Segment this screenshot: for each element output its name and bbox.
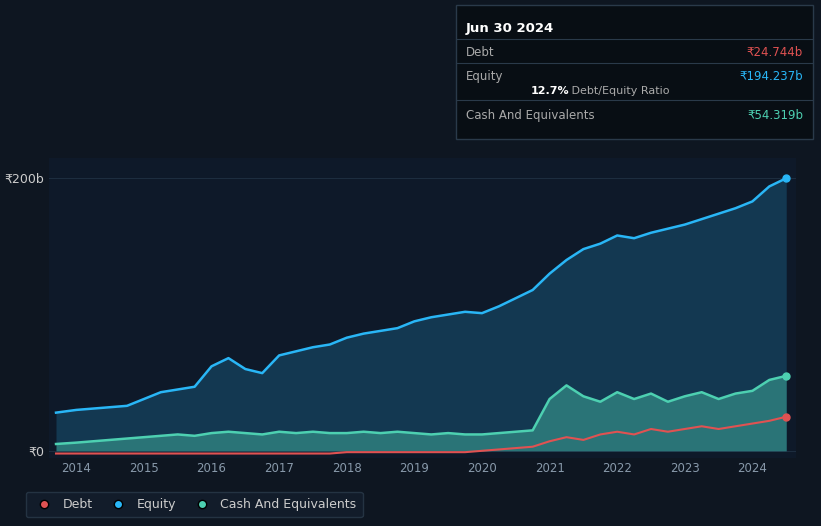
Text: Cash And Equivalents: Cash And Equivalents bbox=[466, 109, 594, 122]
Text: Jun 30 2024: Jun 30 2024 bbox=[466, 23, 553, 35]
Text: 12.7%: 12.7% bbox=[531, 86, 570, 96]
Text: Equity: Equity bbox=[466, 70, 503, 83]
Text: Debt/Equity Ratio: Debt/Equity Ratio bbox=[568, 86, 670, 96]
Legend: Debt, Equity, Cash And Equivalents: Debt, Equity, Cash And Equivalents bbox=[25, 492, 363, 518]
Text: ₹24.744b: ₹24.744b bbox=[746, 46, 803, 59]
Text: ₹194.237b: ₹194.237b bbox=[740, 70, 803, 83]
Text: ₹54.319b: ₹54.319b bbox=[747, 109, 803, 122]
Text: Debt: Debt bbox=[466, 46, 494, 59]
